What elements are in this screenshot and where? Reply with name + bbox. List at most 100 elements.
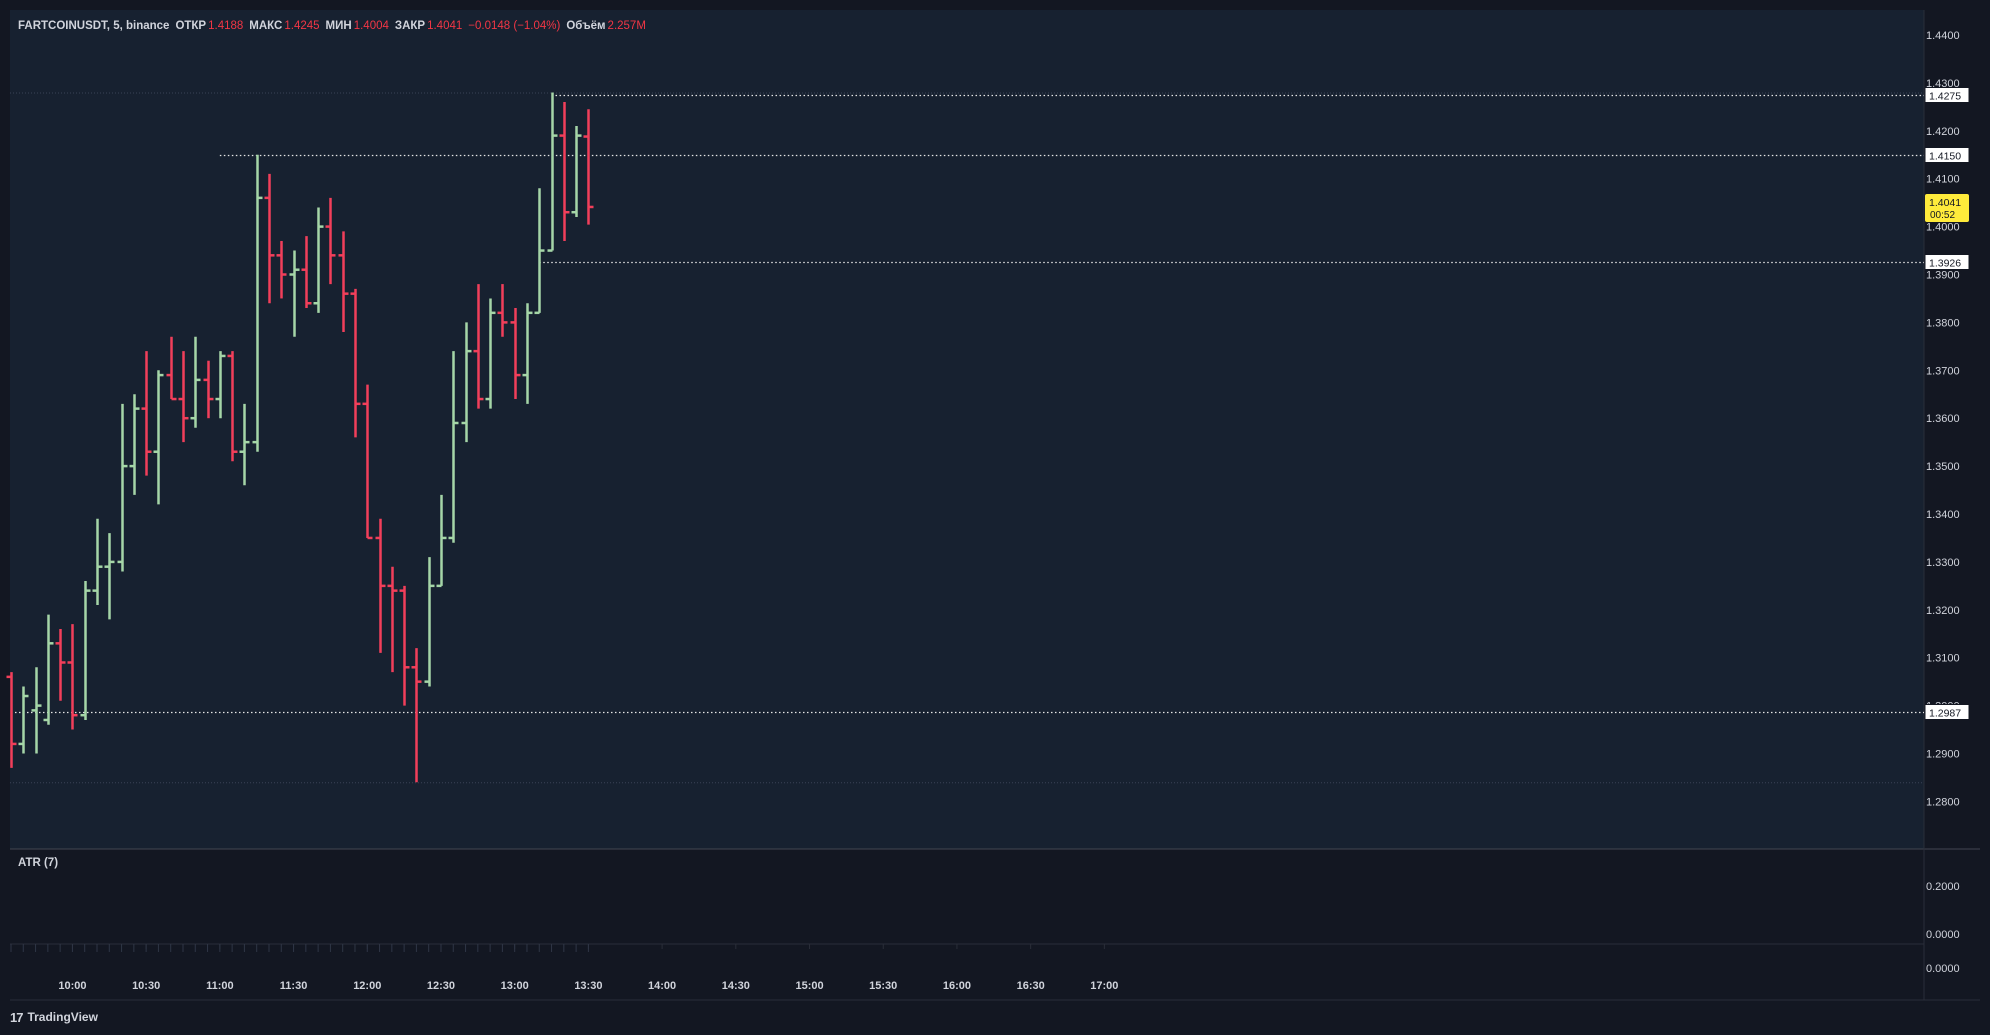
current-price-value: 1.4041 [1929, 197, 1961, 209]
ohlc-bar [522, 303, 533, 404]
low-group: МИН 1.4004 [326, 20, 389, 32]
ohlc-bar [227, 351, 238, 462]
ohlc-bar [239, 403, 250, 486]
ohlc-bar [461, 322, 472, 443]
time-axis[interactable] [10, 969, 1924, 999]
price-tick-label: 1.3600 [1926, 413, 1960, 425]
price-tick-label: 1.3400 [1926, 509, 1960, 521]
ohlc-bar [117, 403, 128, 572]
price-tick-label: 1.4300 [1926, 78, 1960, 90]
ohlc-bar [473, 284, 484, 409]
level-price-label: 1.2987 [1929, 708, 1961, 720]
ohlc-bar [264, 173, 275, 304]
ohlc-bar [547, 92, 558, 252]
symbol-legend: FARTCOINUSDT, 5, binance ОТКР 1.4188 МАКС… [18, 18, 646, 34]
time-tick-label: 13:00 [501, 980, 529, 992]
ohlc-bar [313, 207, 324, 313]
ohlc-bar [571, 126, 582, 218]
price-tick-label: 1.4200 [1926, 126, 1960, 138]
ohlc-bar [375, 518, 386, 653]
bar-countdown: 00:52 [1930, 210, 1955, 221]
time-tick-label: 11:00 [206, 980, 234, 992]
open-value: 1.4188 [208, 20, 244, 32]
ohlc-bar [436, 494, 447, 588]
ohlc-bar [190, 336, 201, 428]
ohlc-bar [338, 231, 349, 332]
volume-group: Объём 2.257M [566, 20, 646, 32]
ohlc-bar [252, 154, 263, 452]
time-tick-label: 15:00 [795, 980, 823, 992]
ohlc-bar [178, 351, 189, 443]
ohlc-bar [18, 686, 29, 754]
price-tick-label: 1.3200 [1926, 605, 1960, 617]
high-label: МАКС [249, 20, 283, 32]
level-price-label: 1.4150 [1929, 151, 1961, 163]
ohlc-bar [153, 370, 164, 505]
symbol-name[interactable]: FARTCOINUSDT, 5, binance [18, 20, 170, 32]
low-label: МИН [325, 20, 352, 32]
close-value: 1.4041 [427, 20, 463, 32]
time-tick-label: 14:00 [648, 980, 676, 992]
time-tick-label: 12:30 [427, 980, 455, 992]
time-tick-label: 17:00 [1090, 980, 1118, 992]
ohlc-bar [166, 336, 177, 401]
ohlc-bar [276, 240, 287, 299]
price-tick-label: 1.3300 [1926, 557, 1960, 569]
atr-tick-label: 0.0000 [1926, 929, 1960, 941]
level-price-tag [1924, 254, 1970, 270]
ohlc-bar [141, 351, 152, 476]
level-price-tag [1924, 704, 1970, 720]
price-tick-label: 1.3900 [1926, 270, 1960, 282]
ohlc-bar [129, 394, 140, 495]
volume-value: 2.257M [607, 20, 646, 32]
high-value: 1.4245 [284, 20, 320, 32]
ohlc-bar [583, 109, 594, 225]
change-value: −0.0148 (−1.04%) [468, 20, 561, 32]
ohlc-bar [350, 288, 361, 438]
time-tick-label: 12:00 [353, 980, 381, 992]
level-price-label: 1.4275 [1929, 91, 1961, 103]
price-tick-label: 1.3700 [1926, 365, 1960, 377]
volume-label: Объём [566, 20, 606, 32]
ohlc-bar [43, 614, 54, 725]
ohlc-bar [104, 533, 115, 620]
open-group: ОТКР 1.4188 [175, 20, 243, 32]
tradingview-brand[interactable]: 17 TradingView [10, 1008, 98, 1026]
tradingview-logo-icon: 17 [10, 1009, 24, 1025]
time-tick-label: 16:00 [943, 980, 971, 992]
current-price-badge [1925, 193, 1969, 222]
price-tick-label: 1.4100 [1926, 174, 1960, 186]
close-group: ЗАКР 1.4041 [395, 20, 462, 32]
ohlc-bar [92, 518, 103, 606]
open-label: ОТКР [175, 20, 207, 32]
ohlc-bar [411, 648, 422, 783]
ohlc-bar [534, 188, 545, 315]
level-price-tag [1924, 147, 1970, 163]
price-pane[interactable] [10, 10, 1924, 849]
atr-indicator-label[interactable]: ATR (7) [18, 857, 59, 869]
ohlc-bar [6, 672, 17, 768]
time-tick-label: 10:30 [132, 980, 160, 992]
price-tick-label: 1.2800 [1926, 796, 1960, 808]
price-tick-label: 1.3500 [1926, 461, 1960, 473]
time-tick-label: 10:00 [58, 980, 86, 992]
ohlc-bar [289, 250, 300, 337]
time-tick-label: 15:30 [869, 980, 897, 992]
time-tick-label: 13:30 [574, 980, 602, 992]
ohlc-bar [559, 102, 570, 241]
close-label: ЗАКР [394, 20, 426, 32]
ohlc-bar [67, 624, 78, 730]
ohlc-bar [215, 351, 226, 419]
ohlc-bar [399, 585, 410, 706]
low-value: 1.4004 [353, 20, 389, 32]
price-tick-label: 1.3800 [1926, 317, 1960, 329]
time-tick-label: 11:30 [280, 980, 308, 992]
price-tick-label: 1.4000 [1926, 222, 1960, 234]
atr-tick-label: 0.2000 [1926, 881, 1960, 893]
ohlc-bar [31, 667, 42, 754]
ohlc-bar [203, 360, 214, 419]
ohlc-bar [497, 284, 508, 337]
time-tick-label: 14:30 [722, 980, 750, 992]
brand-name: TradingView [27, 1010, 98, 1024]
